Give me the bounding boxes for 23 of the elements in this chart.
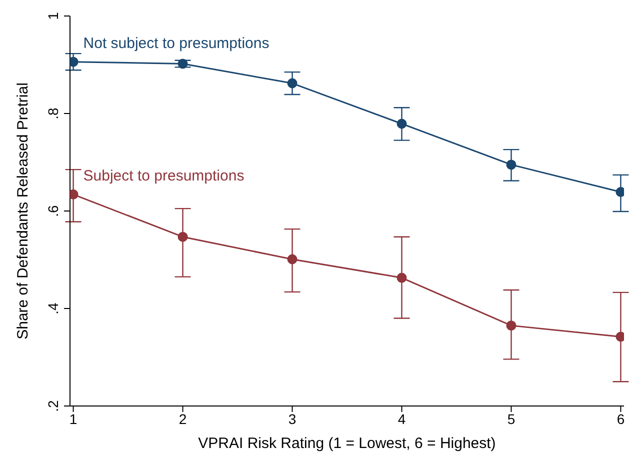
x-tick-label: 3 (288, 410, 296, 427)
y-tick-label: .2 (45, 400, 61, 412)
point (396, 118, 407, 129)
series-label: Subject to presumptions (83, 167, 244, 184)
y-axis-title: Share of Defendants Released Pretrial (14, 82, 32, 340)
point (396, 272, 407, 283)
point (178, 58, 188, 69)
y-tick-label: 1 (45, 12, 61, 20)
y-tick-label: .8 (45, 107, 61, 120)
y-tick-label: .4 (45, 302, 61, 314)
y-tick-label: .6 (45, 204, 61, 217)
point (287, 254, 298, 264)
x-tick-label: 2 (178, 410, 187, 427)
x-tick-label: 6 (616, 410, 625, 427)
point (506, 160, 516, 170)
x-tick-label: 5 (507, 410, 516, 427)
x-tick-label: 4 (398, 410, 406, 427)
x-axis-title: VPRAI Risk Rating (1 = Lowest, 6 = Highest) (198, 435, 496, 452)
point (178, 232, 188, 242)
x-tick-label: 1 (69, 410, 78, 427)
series-label: Not subject to presumptions (83, 34, 270, 52)
point (506, 320, 516, 331)
point (287, 78, 298, 88)
